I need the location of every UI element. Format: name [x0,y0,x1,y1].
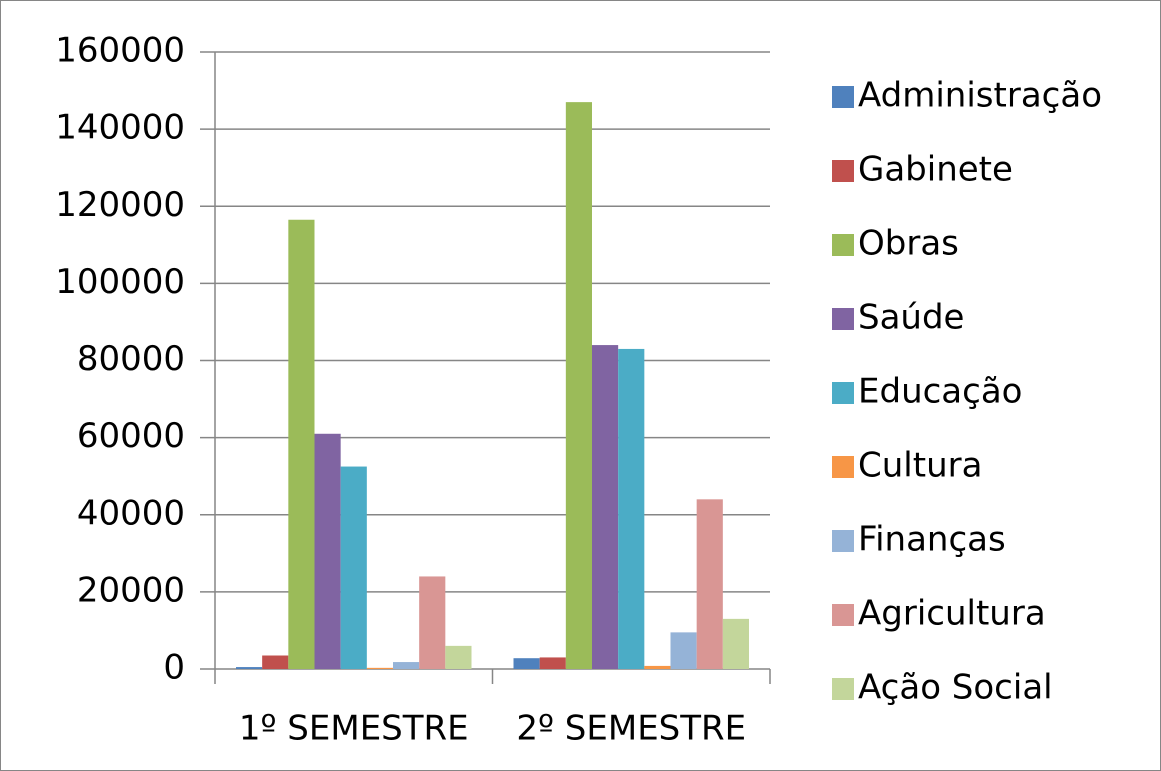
bar [513,658,540,669]
legend-swatch [832,530,854,552]
legend-label: Saúde [858,298,964,338]
legend-label: Finanças [858,520,1006,560]
legend-swatch [832,456,854,478]
bar [262,655,289,669]
bar [539,657,566,669]
bar [288,219,315,669]
bar [445,645,472,669]
y-tick-label: 0 [163,648,185,688]
y-tick-label: 100000 [55,262,185,302]
bar [644,665,671,669]
y-tick-label: 80000 [77,339,185,379]
legend-swatch [832,382,854,404]
legend-label: Administração [858,76,1102,116]
legend-swatch [832,86,854,108]
bar [722,618,749,669]
legend-label: Ação Social [858,668,1053,708]
bar [565,102,592,670]
legend-label: Obras [858,224,959,264]
y-tick-label: 20000 [77,570,185,610]
legend-swatch [832,604,854,626]
y-tick-label: 140000 [55,108,185,148]
bar [366,667,393,669]
legend-swatch [832,308,854,330]
y-tick-label: 120000 [55,185,185,225]
bar [419,576,446,669]
legend-label: Educação [858,372,1022,412]
bar [314,433,341,669]
y-tick-label: 40000 [77,493,185,533]
y-tick-label: 60000 [77,416,185,456]
legend-swatch [832,160,854,182]
legend-label: Cultura [858,446,982,486]
bar [393,662,420,669]
bar [592,345,619,669]
bar [618,348,645,669]
bar [340,466,367,669]
x-tick-label: 2º SEMESTRE [516,709,746,749]
x-tick-label: 1º SEMESTRE [239,709,469,749]
bar [670,632,697,669]
legend-swatch [832,678,854,700]
bar [696,499,723,669]
bar [236,667,263,669]
legend-swatch [832,234,854,256]
legend-label: Agricultura [858,594,1046,634]
legend-label: Gabinete [858,150,1013,190]
y-tick-label: 160000 [55,31,185,71]
